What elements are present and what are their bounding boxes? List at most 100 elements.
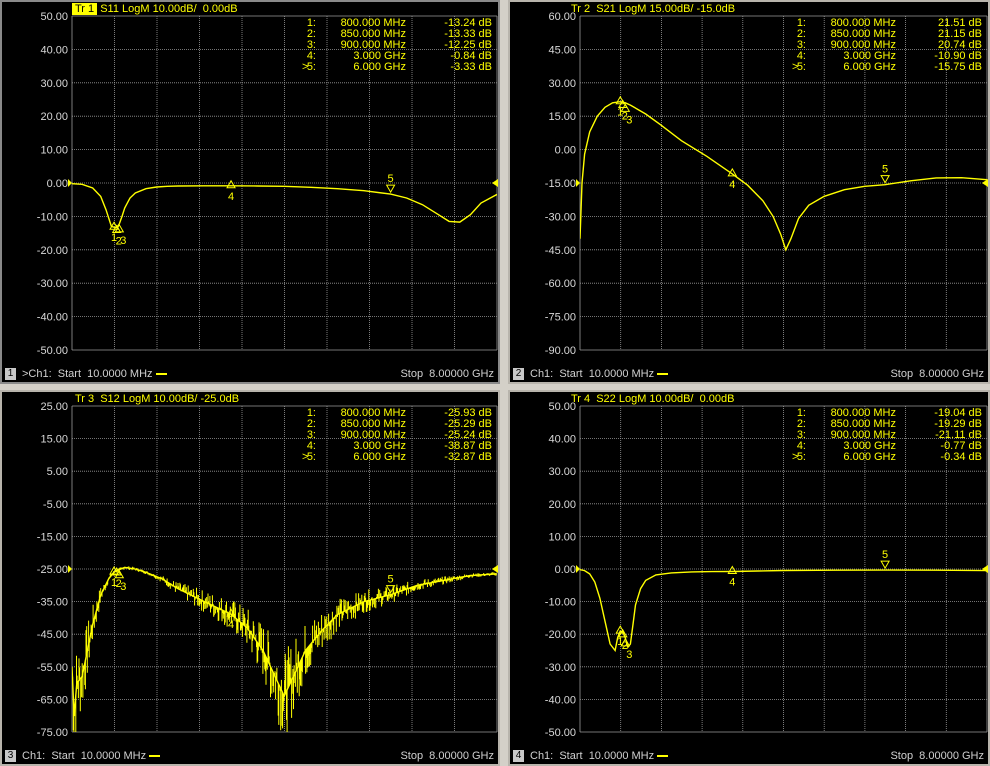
trace-line <box>580 100 987 252</box>
trace-header-4: Tr 4 S22 LogM 10.00dB/ 0.00dB <box>568 392 734 406</box>
trace-plot-1: 50.00 40.00 30.00 20.00 10.00 0.00 -10.00 -20.0… <box>37 11 498 357</box>
marker-label: 3 <box>626 649 632 661</box>
y-tick-label: -45.00 <box>37 629 68 641</box>
marker-readout-frequency: 900.000 MHz <box>831 39 896 51</box>
active-marker-arrow: > <box>302 61 308 73</box>
stop-frequency: Stop 8.00000 GHz <box>890 368 984 380</box>
marker-symbol <box>385 585 396 594</box>
channel-number-badge[interactable]: 2 <box>513 368 524 380</box>
marker-readout-number: 1: <box>797 407 806 419</box>
trace-tag[interactable]: Tr 1 <box>72 3 98 15</box>
y-tick-label: 0.00 <box>555 564 576 576</box>
y-tick-label: 45.00 <box>548 44 576 56</box>
trace-panel-1[interactable]: 50.00 40.00 30.00 20.00 10.00 0.00 -10.00 -20.0… <box>0 0 500 384</box>
y-tick-label: 10.00 <box>40 145 68 157</box>
y-tick-label: 60.00 <box>548 11 576 23</box>
y-tick-label: -10.00 <box>545 597 576 609</box>
channel-number-badge[interactable]: 3 <box>5 750 16 762</box>
marker-symbol <box>617 628 628 638</box>
marker-label: 1 <box>617 107 623 119</box>
stop-frequency: Stop 8.00000 GHz <box>400 368 494 380</box>
channel-number-badge[interactable]: 4 <box>513 750 524 762</box>
marker-readout-frequency: 800.000 MHz <box>341 17 406 29</box>
start-frequency: Ch1: Start 10.0000 MHz <box>530 750 655 762</box>
reference-arrow-left <box>68 565 72 573</box>
marker-readout-frequency: 800.000 MHz <box>831 407 896 419</box>
y-tick-label: -10.00 <box>37 211 68 223</box>
marker-readout-value: -21.11 dB <box>935 429 982 441</box>
trace-panel-2[interactable]: 60.00 45.00 30.00 15.00 0.00 -15.00 -30.00 -45.… <box>508 0 990 384</box>
y-tick-label: 50.00 <box>548 401 576 413</box>
trace-settings: S21 LogM 15.00dB/ -15.0dB <box>596 3 736 15</box>
channel-footer-4: 4 Ch1: Start 10.0000 MHz Stop 8.00000 GH… <box>510 749 988 764</box>
y-tick-label: -50.00 <box>37 345 68 357</box>
y-tick-label: -30.00 <box>545 662 576 674</box>
marker-symbol <box>727 565 738 575</box>
marker-symbol <box>880 175 890 184</box>
trace-header-2: Tr 2 S21 LogM 15.00dB/ -15.0dB <box>568 2 735 16</box>
marker-label: 1 <box>617 636 623 648</box>
channel-footer-2: 2 Ch1: Start 10.0000 MHz Stop 8.00000 GH… <box>510 367 988 382</box>
marker-symbol <box>727 167 738 177</box>
trace-settings: S22 LogM 10.00dB/ 0.00dB <box>596 393 735 405</box>
trace-tag[interactable]: Tr 3 <box>75 393 95 405</box>
trace-panel-4[interactable]: 50.00 40.00 30.00 20.00 10.00 0.00 -10.00 -20.0… <box>508 390 990 766</box>
marker-symbol <box>385 184 396 194</box>
trace-noise <box>72 566 497 732</box>
marker-readout-value: -13.33 dB <box>444 28 492 40</box>
y-tick-label: -35.00 <box>37 597 68 609</box>
marker-readout-frequency: 6.000 GHz <box>353 61 406 73</box>
y-tick-label: -25.00 <box>37 564 68 576</box>
trace-tag[interactable]: Tr 4 <box>571 393 591 405</box>
reference-arrow-right <box>982 565 988 573</box>
marker-symbol <box>617 99 628 109</box>
reference-arrow-right <box>492 179 498 187</box>
y-tick-label: 15.00 <box>548 111 576 123</box>
marker-label: 5 <box>388 173 394 185</box>
marker-symbol <box>880 560 890 570</box>
marker-readout-number: 4: <box>797 440 806 452</box>
y-tick-label: -5.00 <box>43 499 68 511</box>
channel-number-badge[interactable]: 1 <box>5 368 16 380</box>
y-tick-label: 30.00 <box>40 78 68 90</box>
marker-label: 2 <box>116 236 122 248</box>
y-tick-label: -15.00 <box>37 531 68 543</box>
marker-readout-number: 4: <box>307 50 316 62</box>
start-frequency: Ch1: Start 10.0000 MHz <box>22 750 147 762</box>
marker-readout-frequency: 850.000 MHz <box>831 28 896 40</box>
marker-readout-number: 1: <box>307 407 316 419</box>
active-marker-arrow: > <box>302 451 308 463</box>
y-tick-label: -90.00 <box>545 345 576 357</box>
trace-color-dash <box>657 755 669 758</box>
trace-plot-4: 50.00 40.00 30.00 20.00 10.00 0.00 -10.00 -20.0… <box>545 401 988 739</box>
marker-label: 2 <box>622 111 628 123</box>
marker-label: 5 <box>882 164 888 176</box>
marker-readout-frequency: 6.000 GHz <box>843 451 896 463</box>
y-tick-label: -20.00 <box>545 629 576 641</box>
trace-settings: S12 LogM 10.00dB/ -25.0dB <box>100 393 240 405</box>
y-tick-label: 40.00 <box>548 434 576 446</box>
y-tick-label: 25.00 <box>40 401 68 413</box>
marker-symbol <box>111 224 122 234</box>
marker-label: 4 <box>228 619 234 631</box>
y-tick-label: -30.00 <box>37 278 68 290</box>
marker-readout-frequency: 6.000 GHz <box>353 451 406 463</box>
trace-plot-3: 25.00 15.00 5.00 -5.00 -15.00 -25.00 -35.00 -45… <box>37 401 498 739</box>
marker-symbol <box>226 608 236 617</box>
reference-arrow-right <box>982 179 988 187</box>
marker-readout-value: 21.15 dB <box>938 28 982 40</box>
marker-readout-value: -15.75 dB <box>934 61 982 73</box>
marker-readout-value: -13.24 dB <box>444 17 492 29</box>
marker-symbol <box>114 223 125 233</box>
reference-arrow-left <box>68 179 72 187</box>
y-tick-label: 0.00 <box>47 178 68 190</box>
marker-readout-number: 4: <box>797 50 806 62</box>
marker-label: 4 <box>729 577 735 589</box>
trace-tag[interactable]: Tr 2 <box>571 3 591 15</box>
trace-panel-3[interactable]: 25.00 15.00 5.00 -5.00 -15.00 -25.00 -35.00 -45… <box>0 390 500 766</box>
marker-readout-number: 2: <box>307 418 316 430</box>
y-tick-label: 20.00 <box>548 499 576 511</box>
marker-readout-value: -25.29 dB <box>444 418 492 430</box>
y-tick-label: -75.00 <box>37 727 68 739</box>
y-tick-label: -75.00 <box>545 312 576 324</box>
